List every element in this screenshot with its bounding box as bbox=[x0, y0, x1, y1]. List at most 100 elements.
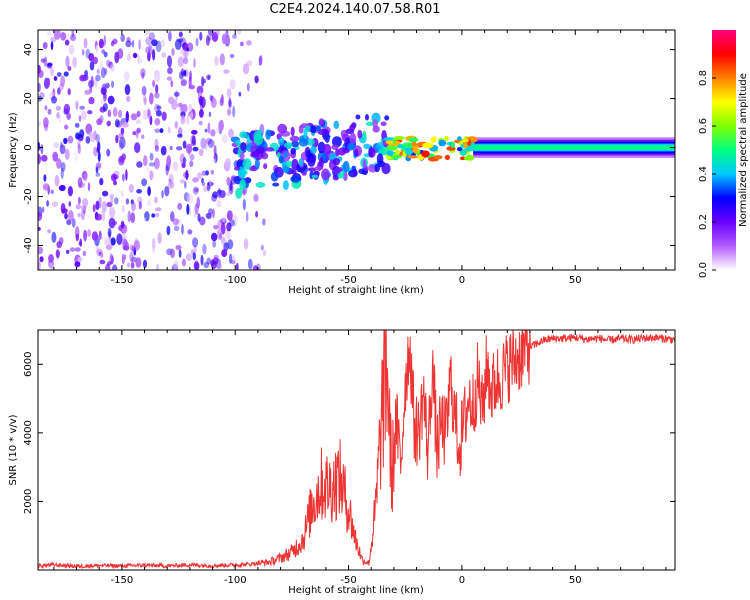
noise-speckle bbox=[173, 91, 180, 97]
noise-speckle bbox=[226, 88, 232, 98]
noise-speckle bbox=[107, 261, 112, 266]
signal-blob bbox=[374, 163, 381, 173]
noise-speckle bbox=[206, 74, 212, 80]
noise-speckle bbox=[96, 68, 100, 74]
noise-speckle bbox=[151, 39, 158, 47]
noise-speckle bbox=[148, 44, 153, 56]
noise-speckle bbox=[220, 236, 226, 244]
noise-speckle bbox=[199, 109, 204, 118]
noise-speckle bbox=[192, 146, 199, 152]
noise-speckle bbox=[161, 111, 167, 121]
noise-speckle bbox=[219, 263, 222, 270]
spectrogram-y-tick-label: -40 bbox=[23, 237, 34, 253]
noise-speckle bbox=[177, 133, 183, 138]
bright-signal-blob bbox=[408, 137, 419, 143]
noise-speckle bbox=[138, 39, 141, 51]
noise-speckle bbox=[101, 83, 107, 95]
noise-speckle bbox=[92, 204, 96, 213]
noise-speckle bbox=[108, 217, 116, 229]
noise-speckle bbox=[81, 110, 87, 121]
noise-speckle bbox=[95, 166, 99, 174]
noise-speckle bbox=[174, 121, 178, 129]
noise-speckle bbox=[148, 162, 156, 167]
noise-speckle bbox=[227, 239, 234, 250]
noise-speckle bbox=[114, 197, 119, 205]
signal-blob bbox=[337, 172, 345, 179]
noise-speckle bbox=[84, 89, 91, 95]
noise-speckle bbox=[125, 169, 128, 181]
signal-blob bbox=[315, 125, 322, 132]
noise-speckle bbox=[119, 156, 125, 163]
noise-speckle bbox=[96, 162, 102, 169]
noise-speckle bbox=[220, 218, 227, 225]
noise-speckle bbox=[170, 248, 175, 259]
noise-speckle bbox=[232, 254, 236, 266]
noise-speckle bbox=[156, 105, 162, 110]
noise-speckle bbox=[113, 180, 117, 186]
noise-speckle bbox=[226, 192, 230, 197]
noise-speckle bbox=[225, 229, 231, 240]
signal-blob bbox=[235, 187, 243, 199]
noise-speckle bbox=[74, 149, 78, 162]
noise-speckle bbox=[196, 85, 204, 95]
noise-speckle bbox=[183, 171, 190, 179]
snr-frame bbox=[37, 329, 676, 571]
snr-plot-area bbox=[38, 330, 675, 570]
noise-speckle bbox=[109, 64, 115, 72]
noise-speckle bbox=[167, 67, 173, 75]
noise-speckle bbox=[133, 240, 141, 251]
noise-speckle bbox=[206, 181, 211, 192]
spectrogram-x-tick-label: -100 bbox=[224, 275, 247, 286]
signal-blob bbox=[277, 123, 288, 134]
noise-speckle bbox=[41, 154, 48, 162]
noise-speckle bbox=[74, 99, 80, 109]
noise-speckle bbox=[71, 30, 75, 38]
noise-speckle bbox=[189, 153, 195, 161]
noise-speckle bbox=[179, 71, 184, 80]
noise-speckle bbox=[39, 92, 45, 100]
colorbar-tick-label: 0.6 bbox=[698, 118, 709, 134]
noise-speckle bbox=[63, 124, 69, 130]
noise-speckle bbox=[42, 42, 48, 50]
signal-blob bbox=[265, 129, 271, 140]
noise-speckle bbox=[149, 152, 154, 161]
noise-speckle bbox=[123, 71, 130, 82]
noise-speckle bbox=[141, 85, 147, 96]
signal-blob bbox=[283, 151, 288, 158]
signal-blob bbox=[384, 115, 390, 121]
snr-x-tick-label: -100 bbox=[224, 575, 247, 586]
noise-speckle bbox=[192, 237, 199, 248]
noise-speckle bbox=[88, 96, 95, 105]
noise-speckle bbox=[205, 35, 210, 46]
noise-speckle bbox=[87, 110, 93, 115]
noise-speckle bbox=[110, 173, 117, 182]
noise-speckle bbox=[74, 261, 81, 268]
noise-speckle bbox=[208, 208, 214, 215]
noise-speckle bbox=[236, 262, 239, 270]
noise-speckle bbox=[149, 170, 154, 181]
noise-speckle bbox=[99, 177, 104, 186]
noise-speckle bbox=[139, 58, 143, 64]
noise-speckle bbox=[204, 128, 208, 133]
bright-signal-blob bbox=[411, 141, 417, 147]
signal-blob bbox=[289, 135, 300, 142]
noise-speckle bbox=[78, 115, 82, 122]
bright-signal-blob bbox=[393, 136, 406, 140]
bright-signal-blob bbox=[422, 142, 434, 149]
noise-speckle bbox=[92, 56, 99, 65]
noise-speckle bbox=[107, 227, 112, 238]
noise-speckle bbox=[207, 139, 215, 148]
signal-blob bbox=[234, 139, 241, 146]
noise-speckle bbox=[201, 177, 204, 184]
noise-speckle bbox=[83, 38, 88, 49]
noise-speckle bbox=[246, 82, 250, 92]
noise-speckle bbox=[43, 123, 49, 132]
noise-speckle bbox=[99, 60, 103, 71]
noise-speckle bbox=[55, 249, 60, 258]
noise-speckle bbox=[79, 105, 85, 110]
noise-speckle bbox=[166, 155, 172, 167]
signal-blob bbox=[368, 148, 376, 158]
noise-speckle bbox=[141, 72, 145, 80]
noise-speckle bbox=[50, 263, 53, 269]
noise-speckle bbox=[88, 131, 92, 139]
